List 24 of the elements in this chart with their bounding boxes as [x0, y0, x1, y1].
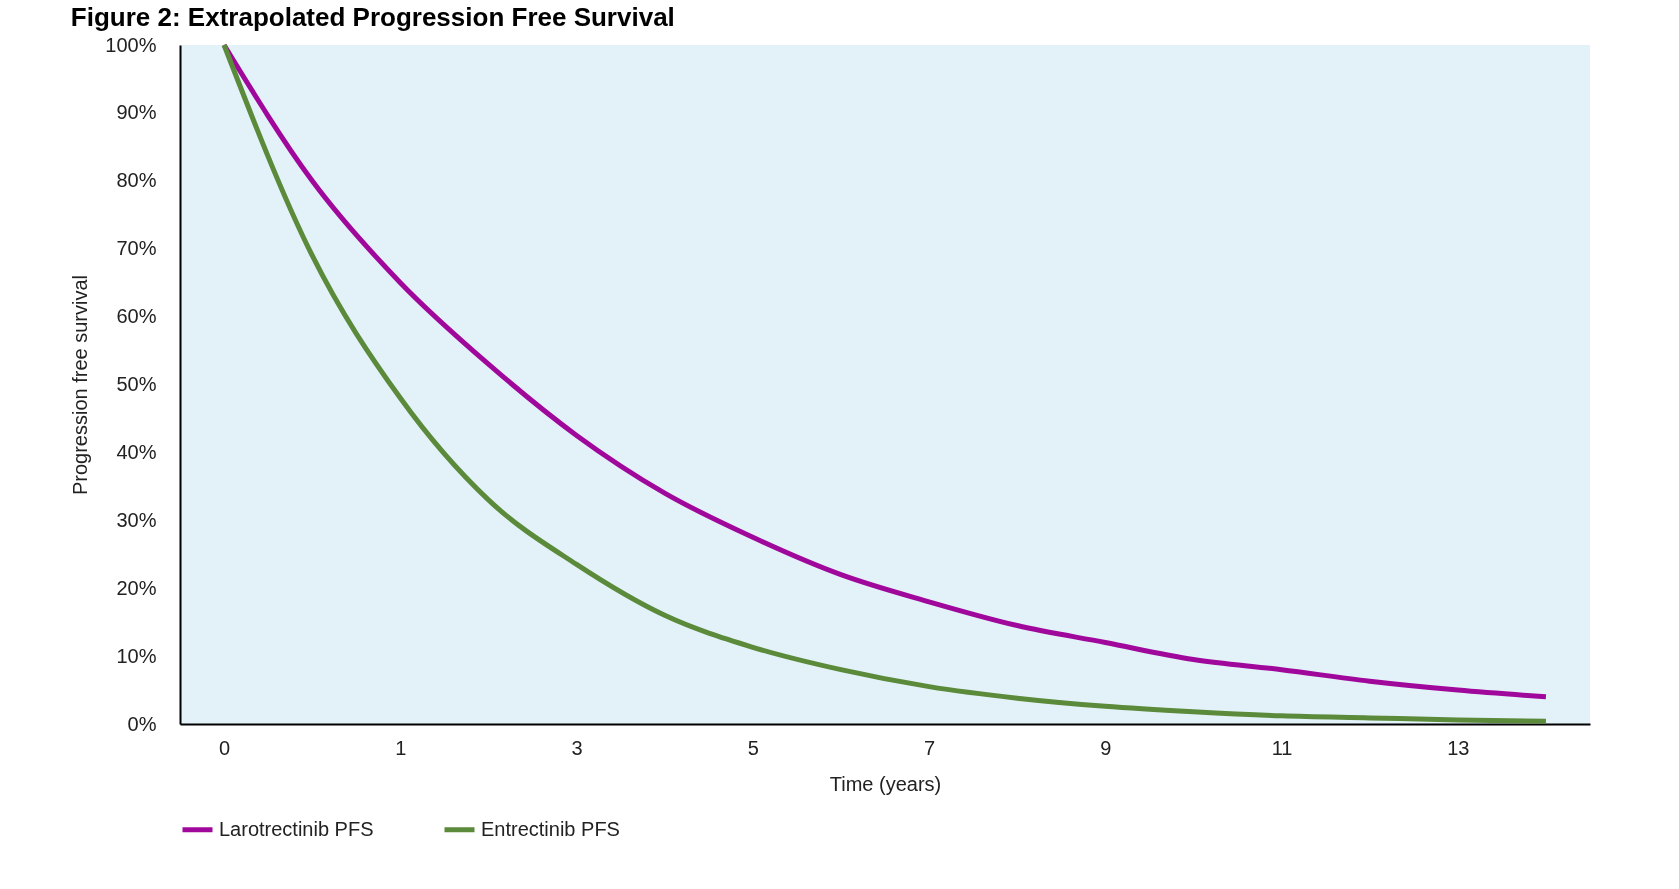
x-tick-label: 1 [395, 736, 407, 759]
y-tick-label: 0% [127, 712, 157, 735]
x-tick-label: 13 [1447, 736, 1470, 759]
y-tick-label: 80% [116, 169, 157, 192]
y-tick-label: 30% [116, 508, 157, 531]
x-tick-label: 0 [219, 736, 231, 759]
chart-title: Figure 2: Extrapolated Progression Free Survival [70, 2, 675, 32]
y-tick-label: 50% [116, 373, 157, 395]
legend-label: Larotrectinib PFS [219, 817, 374, 840]
y-tick-label: 100% [105, 33, 157, 56]
y-tick-label: 10% [116, 644, 157, 667]
x-tick-label: 9 [1100, 736, 1112, 759]
y-tick-label: 20% [116, 576, 157, 599]
y-axis-title: Progression free survival [69, 274, 92, 496]
y-tick-label: 60% [116, 305, 157, 328]
legend-label: Entrectinib PFS [481, 817, 620, 840]
y-tick-label: 90% [116, 101, 157, 124]
x-tick-label: 7 [924, 736, 936, 759]
x-tick-label: 3 [571, 736, 583, 759]
x-tick-label: 11 [1271, 736, 1293, 759]
x-tick-label: 5 [747, 736, 759, 759]
y-tick-label: 70% [116, 237, 157, 260]
x-axis-title: Time (years) [829, 772, 942, 795]
y-tick-label: 40% [116, 440, 157, 463]
